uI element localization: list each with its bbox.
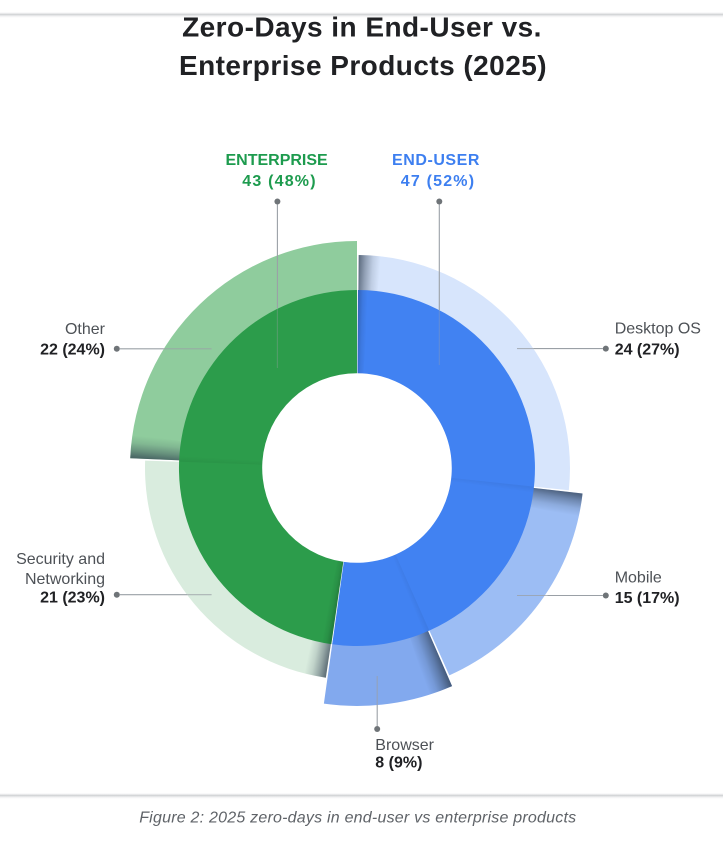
svg-text:Enterprise Products (2025): Enterprise Products (2025): [179, 50, 547, 81]
svg-text:Mobile: Mobile: [615, 569, 662, 586]
svg-text:Browser: Browser: [375, 737, 434, 754]
svg-text:21 (23%): 21 (23%): [40, 590, 105, 607]
svg-text:15 (17%): 15 (17%): [615, 590, 680, 607]
svg-text:22 (24%): 22 (24%): [40, 341, 105, 358]
svg-text:43 (48%): 43 (48%): [242, 173, 317, 190]
svg-text:Networking: Networking: [25, 571, 105, 588]
svg-text:24 (27%): 24 (27%): [615, 341, 680, 358]
svg-text:ENTERPRISE: ENTERPRISE: [225, 152, 328, 169]
svg-text:Security and: Security and: [16, 551, 105, 568]
svg-text:47 (52%): 47 (52%): [401, 173, 476, 190]
svg-text:Desktop OS: Desktop OS: [615, 320, 701, 337]
svg-text:8 (9%): 8 (9%): [375, 754, 422, 771]
svg-text:Figure 2: 2025 zero-days in en: Figure 2: 2025 zero-days in end-user vs …: [139, 810, 576, 827]
svg-text:Zero-Days in End-User vs.: Zero-Days in End-User vs.: [182, 12, 542, 43]
svg-text:Other: Other: [65, 321, 106, 338]
svg-text:END-USER: END-USER: [392, 152, 480, 169]
